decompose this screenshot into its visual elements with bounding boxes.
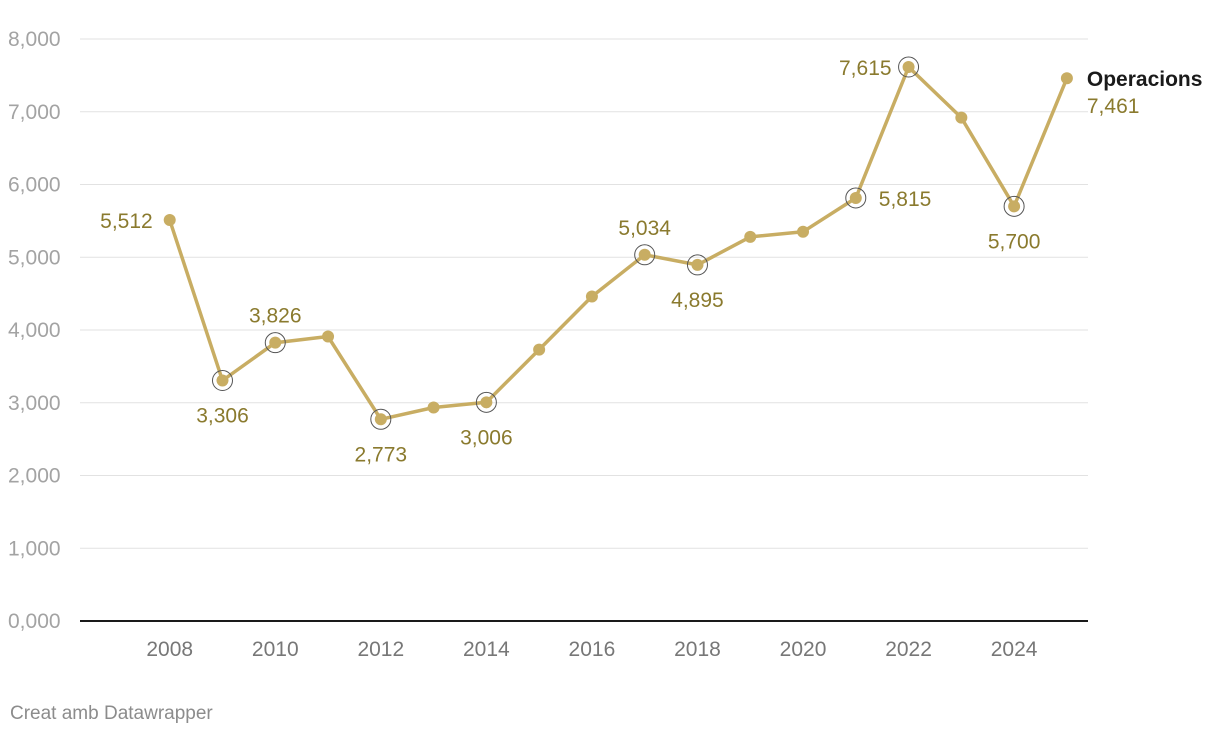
highlight-ring: [1003, 195, 1025, 217]
data-label: 5,034: [618, 217, 671, 240]
data-label: 5,700: [988, 230, 1041, 253]
credit-text: Creat amb Datawrapper: [10, 703, 213, 724]
data-label: 5,512: [100, 210, 153, 233]
data-point: [585, 290, 598, 303]
data-labels: Operacions 7,461 5,512 3,306 3,826 2,773 3,006…: [100, 57, 1202, 466]
highlight-ring: [370, 408, 392, 430]
data-label: 2,773: [355, 443, 408, 466]
data-label: 3,006: [460, 426, 513, 449]
data-point: [427, 401, 440, 414]
data-point: [691, 258, 704, 271]
y-tick-label: 5,000: [8, 246, 61, 269]
x-tick-label: 2022: [885, 638, 932, 661]
highlight-ring: [845, 187, 867, 209]
data-point: [849, 191, 862, 204]
data-point: [322, 330, 335, 343]
x-tick-label: 2008: [146, 638, 193, 661]
data-point: [1060, 72, 1073, 85]
y-axis-ticks: 0,000 1,000 2,000 3,000 4,000 5,000 6,000 7,000…: [8, 28, 61, 633]
series-line: [168, 65, 1069, 422]
data-point: [955, 111, 968, 124]
series-operacions: [163, 56, 1073, 430]
x-tick-label: 2020: [780, 638, 827, 661]
highlight-ring: [686, 254, 708, 276]
highlight-ring: [264, 332, 286, 354]
y-tick-label: 4,000: [8, 319, 61, 342]
y-tick-label: 6,000: [8, 174, 61, 197]
data-point: [163, 214, 176, 227]
x-tick-label: 2012: [357, 638, 404, 661]
gridlines: [80, 38, 1088, 622]
x-tick-label: 2018: [674, 638, 721, 661]
data-label: 3,306: [196, 404, 249, 427]
series-label: Operacions: [1087, 68, 1203, 91]
y-tick-label: 2,000: [8, 465, 61, 488]
data-point: [638, 248, 651, 261]
highlight-ring: [475, 391, 497, 413]
x-tick-label: 2010: [252, 638, 299, 661]
data-label: 7,615: [839, 57, 892, 80]
data-label: 3,826: [249, 305, 302, 328]
data-point: [374, 413, 387, 426]
x-tick-label: 2014: [463, 638, 510, 661]
data-point: [797, 225, 810, 238]
y-tick-label: 0,000: [8, 610, 61, 633]
x-axis-ticks: 2008 2010 2012 2014 2016 2018 2020 2022 2024: [146, 638, 1037, 661]
highlight-ring: [211, 369, 233, 391]
data-point: [1008, 200, 1021, 213]
data-point: [269, 336, 282, 349]
data-label: 5,815: [879, 188, 932, 211]
highlight-ring: [898, 56, 920, 78]
x-tick-label: 2016: [569, 638, 616, 661]
data-point: [216, 374, 229, 387]
y-tick-label: 8,000: [8, 28, 61, 51]
y-tick-label: 3,000: [8, 392, 61, 415]
data-label: 4,895: [671, 289, 724, 312]
data-point: [480, 396, 493, 409]
highlight-ring: [634, 244, 656, 266]
y-tick-label: 7,000: [8, 101, 61, 124]
y-tick-label: 1,000: [8, 537, 61, 560]
data-point: [902, 61, 915, 74]
data-point: [533, 343, 546, 356]
data-label: 7,461: [1087, 95, 1140, 118]
x-tick-label: 2024: [991, 638, 1038, 661]
data-point: [744, 230, 757, 243]
